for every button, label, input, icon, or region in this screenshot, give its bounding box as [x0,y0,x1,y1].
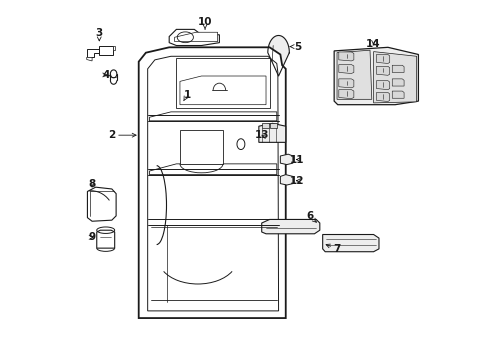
Polygon shape [112,45,115,50]
Polygon shape [322,234,378,252]
Text: 7: 7 [333,244,340,254]
Text: 8: 8 [88,179,96,189]
Polygon shape [180,76,265,105]
Polygon shape [338,52,353,61]
Text: 2: 2 [108,130,115,140]
Polygon shape [338,90,353,99]
Polygon shape [261,123,268,128]
Polygon shape [139,47,285,318]
Polygon shape [338,64,353,73]
Polygon shape [373,51,416,103]
Polygon shape [267,36,289,76]
Text: 9: 9 [88,232,96,242]
Text: 5: 5 [293,42,301,51]
Polygon shape [180,130,223,164]
Polygon shape [149,164,276,175]
Polygon shape [376,54,389,63]
Polygon shape [147,56,278,311]
Polygon shape [261,220,319,234]
Text: 12: 12 [289,176,304,186]
Polygon shape [176,58,269,108]
Polygon shape [336,50,371,99]
Polygon shape [86,49,100,57]
Polygon shape [376,81,389,90]
Polygon shape [270,123,277,128]
Polygon shape [391,79,403,86]
Polygon shape [169,30,219,45]
Polygon shape [338,79,353,88]
Polygon shape [258,123,285,142]
Polygon shape [376,93,389,102]
Polygon shape [99,45,112,55]
Text: 13: 13 [254,130,268,140]
Polygon shape [87,187,116,221]
Polygon shape [280,175,292,185]
Polygon shape [391,91,403,98]
Polygon shape [174,32,217,41]
Polygon shape [333,47,418,105]
Polygon shape [280,154,292,165]
Text: 14: 14 [366,40,380,49]
Text: 11: 11 [289,154,304,165]
Text: 3: 3 [96,28,102,38]
Text: 6: 6 [305,211,313,221]
Polygon shape [86,57,92,61]
Polygon shape [376,66,389,75]
Polygon shape [391,65,403,72]
Text: 10: 10 [198,17,212,27]
Text: 4: 4 [102,70,109,80]
Polygon shape [97,230,115,248]
Text: 1: 1 [183,90,190,100]
Polygon shape [149,112,276,121]
